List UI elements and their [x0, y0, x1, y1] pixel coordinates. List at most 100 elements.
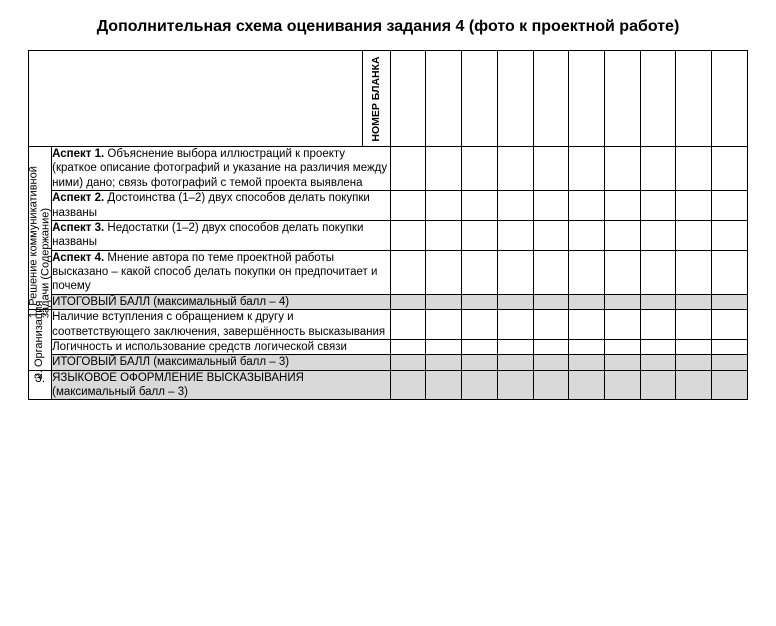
- section-heading: 2. Организация: [34, 301, 46, 380]
- score-cell[interactable]: [533, 339, 569, 354]
- score-cell[interactable]: [426, 339, 462, 354]
- score-cell[interactable]: [640, 250, 676, 294]
- section-heading: 1. Решение коммуникативнойзадачи (Содерж…: [29, 138, 52, 318]
- section-heading-cell: 2. Организация: [29, 310, 52, 371]
- score-cell[interactable]: [462, 294, 498, 309]
- score-cell[interactable]: [533, 220, 569, 250]
- score-cell[interactable]: [390, 147, 426, 191]
- score-cell[interactable]: [497, 220, 533, 250]
- score-cell[interactable]: [569, 147, 605, 191]
- score-cell[interactable]: [533, 294, 569, 309]
- score-cell[interactable]: [462, 250, 498, 294]
- score-cell[interactable]: [426, 220, 462, 250]
- score-cell[interactable]: [426, 370, 462, 400]
- score-cell[interactable]: [390, 294, 426, 309]
- score-cell[interactable]: [462, 370, 498, 400]
- criterion-row: Аспект 2. Достоинства (1–2) двух способо…: [29, 191, 748, 221]
- score-cell[interactable]: [712, 250, 748, 294]
- score-cell[interactable]: [462, 339, 498, 354]
- score-cell[interactable]: [462, 310, 498, 340]
- score-cell[interactable]: [569, 310, 605, 340]
- score-cell[interactable]: [462, 191, 498, 221]
- score-cell[interactable]: [390, 310, 426, 340]
- score-cell[interactable]: [712, 310, 748, 340]
- score-cell[interactable]: [569, 294, 605, 309]
- score-cell[interactable]: [640, 294, 676, 309]
- score-cell[interactable]: [462, 355, 498, 370]
- score-cell[interactable]: [676, 147, 712, 191]
- score-cell[interactable]: [533, 310, 569, 340]
- section-heading-cell: 1. Решение коммуникативнойзадачи (Содерж…: [29, 147, 52, 310]
- score-header: [426, 51, 462, 147]
- score-cell[interactable]: [712, 294, 748, 309]
- score-cell[interactable]: [497, 147, 533, 191]
- score-cell[interactable]: [390, 220, 426, 250]
- score-cell[interactable]: [676, 355, 712, 370]
- score-cell[interactable]: [533, 147, 569, 191]
- score-cell[interactable]: [676, 339, 712, 354]
- score-cell[interactable]: [533, 370, 569, 400]
- score-cell[interactable]: [569, 370, 605, 400]
- score-cell[interactable]: [605, 191, 641, 221]
- score-cell[interactable]: [640, 147, 676, 191]
- score-cell[interactable]: [640, 310, 676, 340]
- score-cell[interactable]: [426, 191, 462, 221]
- score-cell[interactable]: [569, 339, 605, 354]
- score-cell[interactable]: [533, 191, 569, 221]
- score-cell[interactable]: [640, 220, 676, 250]
- score-cell[interactable]: [569, 250, 605, 294]
- score-cell[interactable]: [640, 191, 676, 221]
- score-cell[interactable]: [569, 355, 605, 370]
- score-cell[interactable]: [497, 310, 533, 340]
- score-cell[interactable]: [390, 355, 426, 370]
- score-cell[interactable]: [605, 370, 641, 400]
- score-cell[interactable]: [569, 220, 605, 250]
- score-cell[interactable]: [605, 339, 641, 354]
- score-cell[interactable]: [426, 250, 462, 294]
- score-cell[interactable]: [605, 310, 641, 340]
- score-cell[interactable]: [676, 294, 712, 309]
- score-cell[interactable]: [497, 250, 533, 294]
- score-cell[interactable]: [712, 220, 748, 250]
- score-cell[interactable]: [605, 250, 641, 294]
- score-cell[interactable]: [533, 250, 569, 294]
- score-cell[interactable]: [676, 370, 712, 400]
- total-label: ИТОГОВЫЙ БАЛЛ (максимальный балл – 4): [52, 294, 390, 309]
- score-cell[interactable]: [497, 370, 533, 400]
- score-cell[interactable]: [640, 355, 676, 370]
- score-cell[interactable]: [533, 355, 569, 370]
- score-cell[interactable]: [497, 294, 533, 309]
- score-cell[interactable]: [605, 355, 641, 370]
- score-cell[interactable]: [640, 339, 676, 354]
- score-cell[interactable]: [426, 310, 462, 340]
- score-cell[interactable]: [462, 147, 498, 191]
- score-cell[interactable]: [676, 310, 712, 340]
- score-header: [712, 51, 748, 147]
- score-cell[interactable]: [497, 191, 533, 221]
- score-cell[interactable]: [569, 191, 605, 221]
- score-cell[interactable]: [712, 370, 748, 400]
- score-cell[interactable]: [497, 355, 533, 370]
- score-cell[interactable]: [426, 294, 462, 309]
- score-cell[interactable]: [426, 355, 462, 370]
- score-cell[interactable]: [497, 339, 533, 354]
- score-cell[interactable]: [390, 250, 426, 294]
- score-cell[interactable]: [605, 220, 641, 250]
- score-cell[interactable]: [605, 147, 641, 191]
- score-cell[interactable]: [676, 220, 712, 250]
- score-cell[interactable]: [390, 339, 426, 354]
- score-cell[interactable]: [712, 191, 748, 221]
- criterion-text: Аспект 1. Объяснение выбора иллюстраций …: [52, 147, 390, 191]
- header-row: НОМЕР БЛАНКА: [29, 51, 748, 147]
- score-cell[interactable]: [426, 147, 462, 191]
- score-cell[interactable]: [462, 220, 498, 250]
- score-cell[interactable]: [390, 191, 426, 221]
- score-cell[interactable]: [712, 147, 748, 191]
- score-cell[interactable]: [605, 294, 641, 309]
- score-cell[interactable]: [712, 355, 748, 370]
- score-cell[interactable]: [676, 250, 712, 294]
- score-cell[interactable]: [640, 370, 676, 400]
- score-cell[interactable]: [390, 370, 426, 400]
- score-cell[interactable]: [712, 339, 748, 354]
- score-cell[interactable]: [676, 191, 712, 221]
